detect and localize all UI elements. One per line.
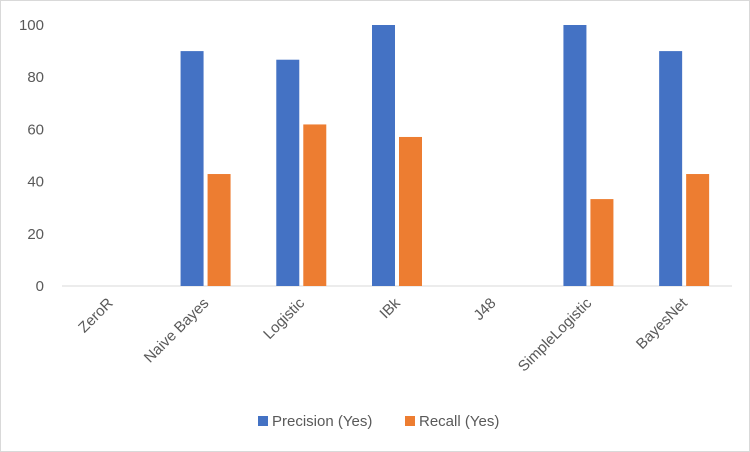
x-category-label: BayesNet [633,294,692,353]
x-category-label: SimpleLogistic [515,294,596,375]
y-tick-label: 80 [27,69,44,86]
legend: Precision (Yes) Recall (Yes) [258,413,499,430]
y-tick-label: 100 [19,17,44,34]
y-tick-label: 20 [27,226,44,243]
x-category-label: J48 [470,295,499,324]
legend-swatch [405,416,415,426]
bar-precision-naive-bayes [180,51,204,286]
y-axis-ticks: 0 20 40 60 80 100 [19,17,44,295]
bar-precision-bayesnet [659,51,683,286]
bar-precision-logistic [276,59,300,287]
x-category-label: ZeroR [75,295,117,337]
bar-recall-naive-bayes [207,174,231,286]
bar-recall-ibk [399,136,422,286]
legend-swatch [258,416,268,426]
bar-precision-simplelogistic [563,25,587,286]
y-tick-label: 40 [27,174,44,191]
bar-recall-logistic [303,124,327,286]
bar-recall-simplelogistic [590,199,614,286]
x-category-label: Naive Bayes [141,295,213,367]
bar-precision-ibk [372,25,395,286]
bar-recall-bayesnet [686,174,710,286]
legend-label: Precision (Yes) [272,413,372,430]
x-axis-categories: ZeroR Naive Bayes Logistic IBk J48 SimpleLogi… [75,294,691,375]
x-category-label: Logistic [260,294,308,342]
y-tick-label: 60 [27,121,44,138]
x-category-label: IBk [376,294,404,322]
y-tick-label: 0 [36,278,44,295]
bars [180,25,710,287]
legend-label: Recall (Yes) [419,413,499,430]
